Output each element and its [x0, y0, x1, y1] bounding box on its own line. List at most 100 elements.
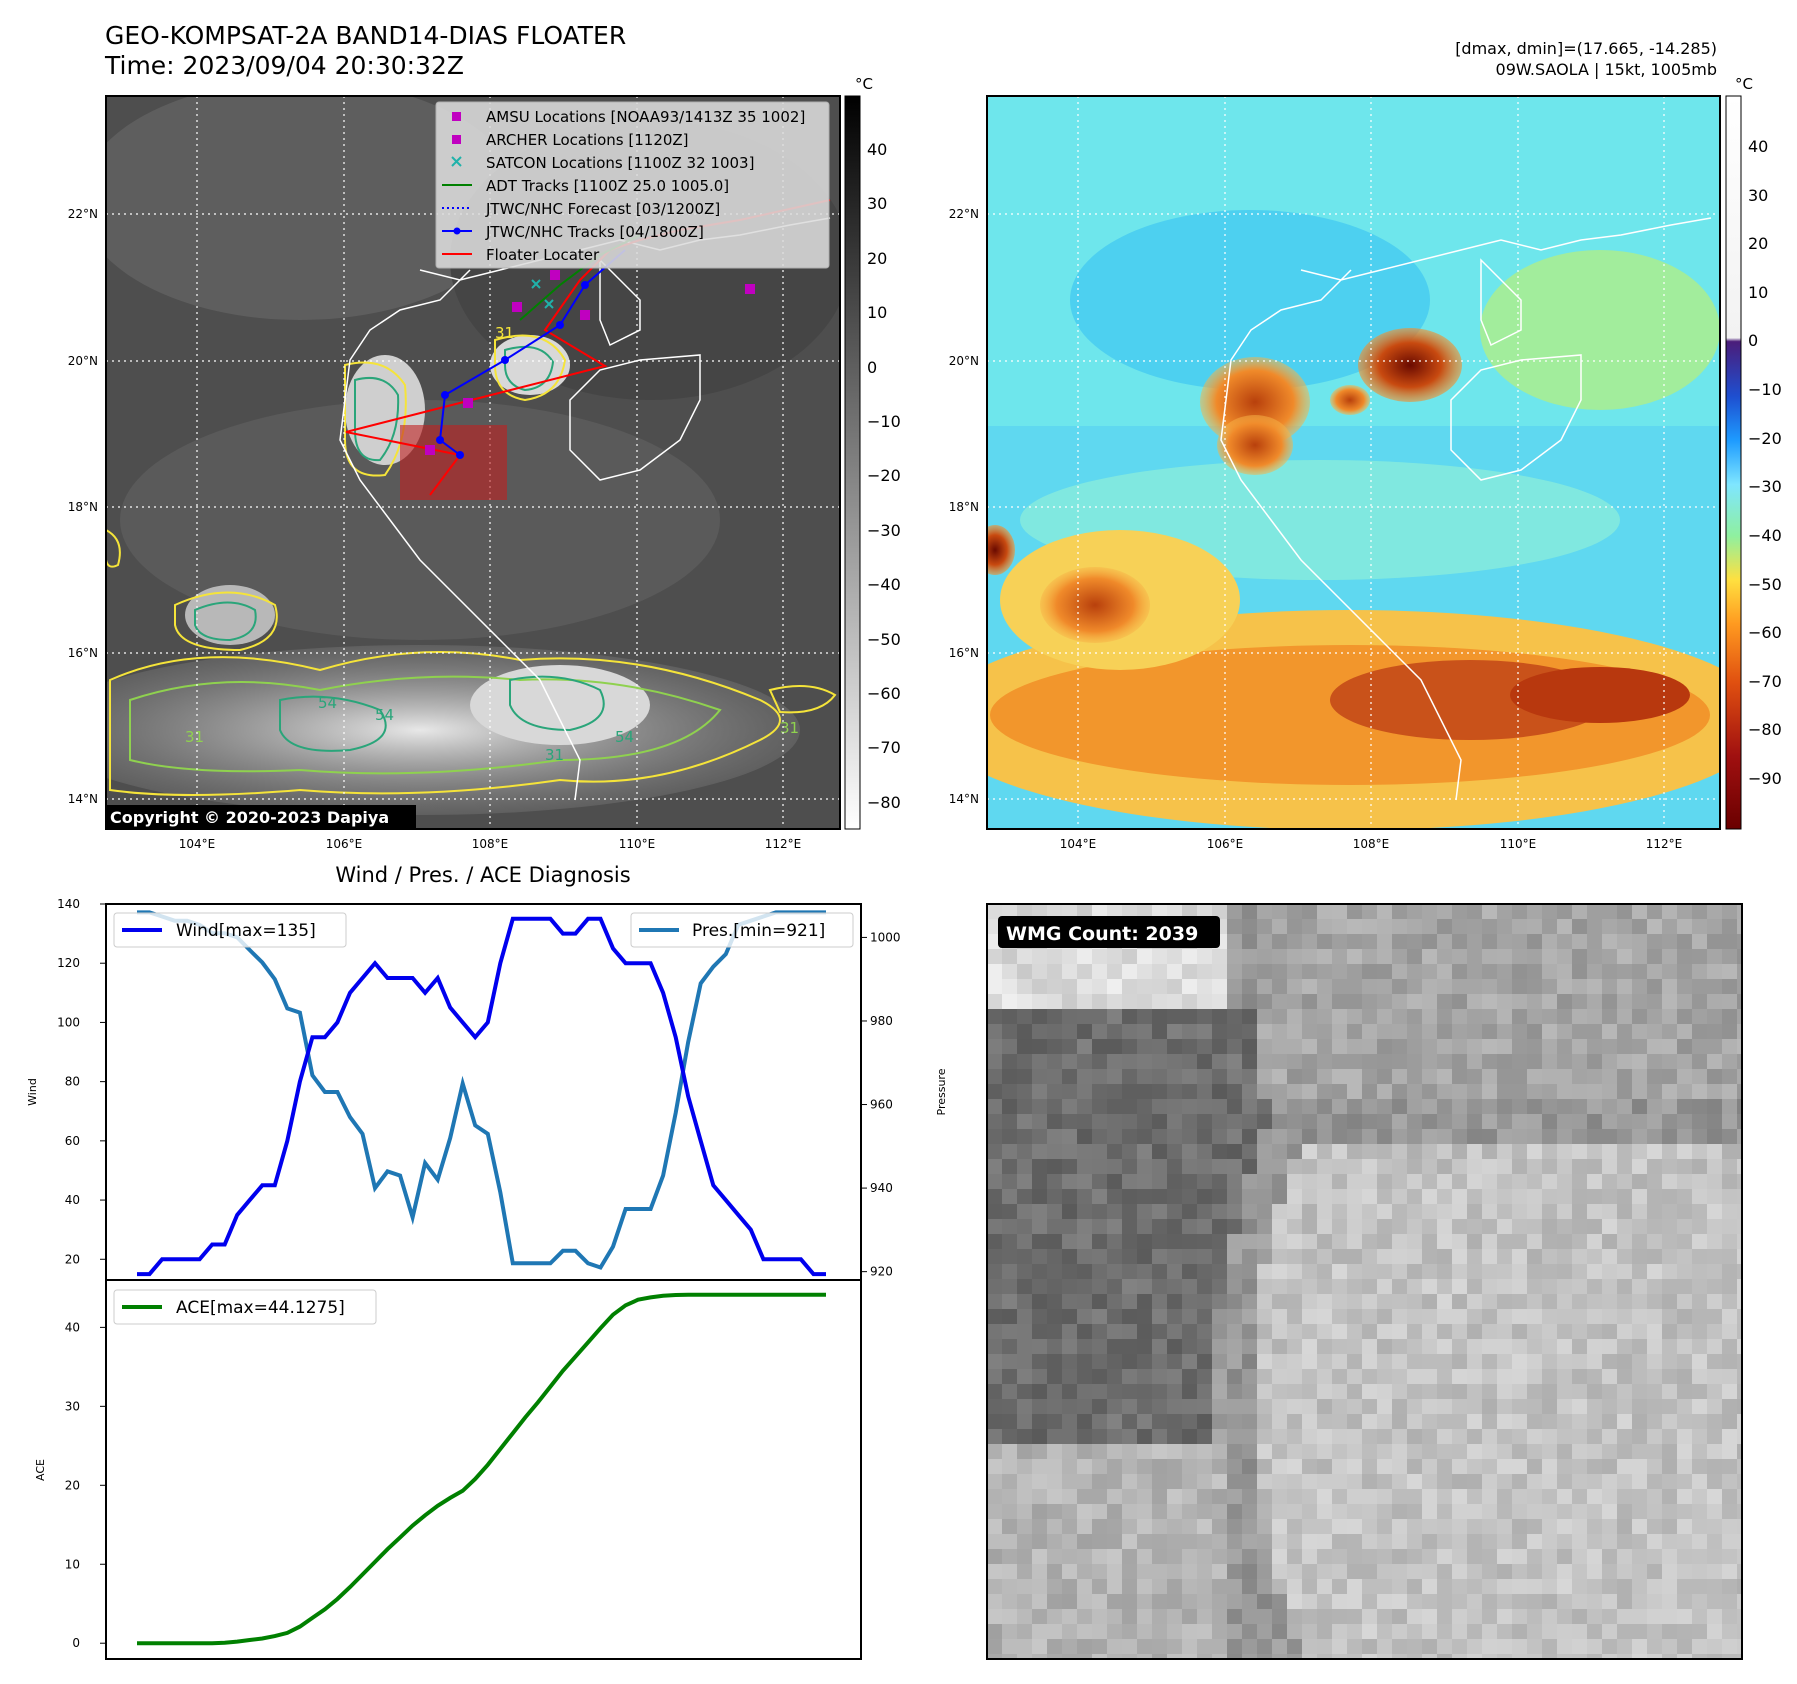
ir-colorbar: °C 40 30 20 10 0 −10 −20 −30 −40 −50 −60…: [844, 75, 901, 830]
colorbar-tick: −90: [1748, 769, 1782, 788]
wind-line: [137, 916, 826, 1277]
colorbar-tick: −70: [867, 738, 901, 757]
colorbar-unit: °C: [855, 75, 873, 93]
wind-legend: Wind[max=135]: [113, 912, 347, 948]
pressure-tick-label: 980: [870, 1014, 893, 1028]
colorbar-tick: 10: [1748, 283, 1768, 302]
wmg-panel: WMG Count: 2039: [986, 903, 1743, 1660]
colorbar-tick: −80: [867, 793, 901, 812]
copyright-label: Copyright © 2020-2023 Dapiya: [110, 808, 389, 827]
wind-tick-label: 140: [57, 897, 80, 911]
colorbar-tick: −40: [867, 575, 901, 594]
contour-label: 31: [185, 728, 204, 746]
pressure-tick-label: 920: [870, 1265, 893, 1279]
wind-tick-label: 100: [57, 1015, 80, 1029]
colorbar-tick: −20: [1748, 429, 1782, 448]
colorbar-tick: 0: [1748, 331, 1758, 350]
lon-label: 104°E: [179, 837, 216, 851]
lat-label: 16°N: [949, 646, 979, 660]
satcon-markers: [531, 279, 554, 309]
ace-tick-label: 0: [72, 1636, 80, 1650]
legend-amsu: AMSU Locations [NOAA93/1413Z 35 1002]: [486, 108, 805, 126]
lat-label: 14°N: [949, 792, 979, 806]
colorbar-tick: 40: [1748, 137, 1768, 156]
colorbar-tick: −60: [867, 684, 901, 703]
wmg-count-label: WMG Count: 2039: [1006, 923, 1198, 945]
colorbar-tick: −10: [1748, 380, 1782, 399]
dmax-dmin-text: [dmax, dmin]=(17.665, -14.285): [1455, 39, 1717, 58]
ace-line: [137, 1292, 826, 1646]
wind-tick-label: 80: [65, 1075, 80, 1089]
storm-info-text: 09W.SAOLA | 15kt, 1005mb: [1496, 60, 1717, 79]
colorbar-tick: 20: [1748, 234, 1768, 253]
ace-tick-label: 10: [65, 1557, 80, 1571]
colorbar-unit: °C: [1735, 75, 1753, 93]
lon-label: 108°E: [472, 837, 509, 851]
lon-label: 112°E: [1646, 837, 1683, 851]
lat-label: 20°N: [68, 354, 98, 368]
enhanced-colorbar: °C 40 30 20 10 0 −10 −20 −30 −40 −50 −60…: [1725, 75, 1782, 830]
pressure-tick-label: 960: [870, 1098, 893, 1112]
colorbar-tick: −10: [867, 412, 901, 431]
colorbar-tick: 0: [867, 358, 877, 377]
wind-tick-label: 60: [65, 1134, 80, 1148]
contour-label: 31: [495, 324, 514, 342]
lon-label: 106°E: [326, 837, 363, 851]
contour-label: 54: [318, 694, 337, 712]
colorbar-tick: −20: [867, 466, 901, 485]
wind-tick-label: 40: [65, 1193, 80, 1207]
lon-label: 104°E: [1060, 837, 1097, 851]
lat-label: 18°N: [68, 500, 98, 514]
map-legend: AMSU Locations [NOAA93/1413Z 35 1002] AR…: [435, 101, 830, 269]
lat-label: 14°N: [68, 792, 98, 806]
colorbar-tick: 20: [867, 249, 887, 268]
ace-tick-label: 40: [65, 1320, 80, 1334]
colorbar-tick: 40: [867, 140, 887, 159]
legend-satcon: SATCON Locations [1100Z 32 1003]: [486, 154, 754, 172]
lat-label: 18°N: [949, 500, 979, 514]
ace-panel: 40 30 20 10 0 ACE ACE[max=44.1275]: [34, 1279, 862, 1660]
legend-adt: ADT Tracks [1100Z 25.0 1005.0]: [486, 177, 729, 195]
lon-label: 110°E: [619, 837, 656, 851]
legend-jtwc-forecast: JTWC/NHC Forecast [03/1200Z]: [485, 200, 720, 218]
contour-label: 54: [375, 706, 394, 724]
pressure-legend-label: Pres.[min=921]: [692, 921, 825, 941]
ir-map-panel: 54 54 54 31 31 31 31: [68, 95, 841, 851]
lat-label: 22°N: [949, 207, 979, 221]
colorbar-tick: 10: [867, 303, 887, 322]
contour-label: 31: [780, 719, 799, 737]
lon-label: 106°E: [1207, 837, 1244, 851]
pressure-tick-label: 1000: [870, 930, 901, 944]
wind-axis-label: Wind: [26, 1078, 39, 1106]
legend-jtwc-tracks: JTWC/NHC Tracks [04/1800Z]: [485, 223, 704, 241]
pressure-tick-label: 940: [870, 1181, 893, 1195]
figure-title: GEO-KOMPSAT-2A BAND14-DIAS FLOATER: [105, 21, 626, 50]
ace-tick-label: 20: [65, 1478, 80, 1492]
colorbar-tick: 30: [867, 194, 887, 213]
lon-label: 112°E: [765, 837, 802, 851]
jtwc-track-points: [436, 281, 589, 459]
pressure-line: [137, 910, 826, 1270]
diagnosis-title: Wind / Pres. / ACE Diagnosis: [335, 863, 630, 887]
legend-archer: ARCHER Locations [1120Z]: [486, 131, 689, 149]
colorbar-tick: −70: [1748, 672, 1782, 691]
colorbar-tick: −60: [1748, 623, 1782, 642]
pressure-axis-label: Pressure: [935, 1068, 948, 1115]
wind-tick-label: 120: [57, 956, 80, 970]
colorbar-tick: −30: [1748, 477, 1782, 496]
lon-label: 108°E: [1353, 837, 1390, 851]
wind-tick-label: 20: [65, 1252, 80, 1266]
colorbar-tick: 30: [1748, 186, 1768, 205]
figure-time: Time: 2023/09/04 20:30:32Z: [104, 51, 464, 80]
colorbar-tick: −50: [1748, 575, 1782, 594]
pressure-legend: Pres.[min=921]: [630, 912, 854, 948]
ace-legend-label: ACE[max=44.1275]: [176, 1298, 345, 1318]
contour-label: 54: [615, 728, 634, 746]
colorbar-tick: −50: [867, 630, 901, 649]
legend-floater: Floater Locater: [486, 246, 600, 264]
amsu-markers: [425, 270, 755, 455]
ace-axis-label: ACE: [34, 1459, 47, 1481]
lat-label: 20°N: [949, 354, 979, 368]
